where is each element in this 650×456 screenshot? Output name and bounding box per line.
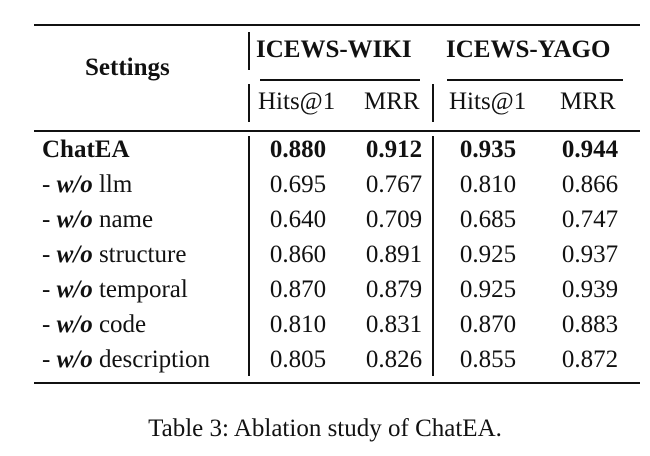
table-cell: 0.925 — [459, 241, 517, 268]
table-cell: 0.747 — [561, 206, 619, 233]
table-cell: 0.870 — [459, 311, 517, 338]
row-label-italic: w/o — [56, 171, 93, 198]
table-cell: 0.810 — [269, 311, 327, 338]
row-label-prefix: - — [42, 276, 57, 303]
row-label: - w/o code — [42, 310, 146, 340]
column-divider — [432, 84, 434, 122]
row-label: - w/o temporal — [42, 275, 188, 305]
table-cell: 0.939 — [561, 276, 619, 303]
table-cell: 0.826 — [365, 346, 423, 373]
row-label: - w/o llm — [42, 170, 132, 200]
table-cell: 0.695 — [269, 171, 327, 198]
row-label: - w/o name — [42, 205, 153, 235]
table-cell: 0.855 — [459, 346, 517, 373]
row-label-prefix: - — [42, 241, 57, 268]
table-cell: 0.872 — [561, 346, 619, 373]
table-cell: 0.831 — [365, 311, 423, 338]
table-cell: 0.880 — [269, 136, 327, 163]
group-header-yago: ICEWS-YAGO — [446, 36, 611, 63]
table-cell: 0.767 — [365, 171, 423, 198]
table-cell: 0.866 — [561, 171, 619, 198]
table-cell: 0.937 — [561, 241, 619, 268]
row-label-prefix: - — [42, 346, 57, 373]
subheader-wiki-hits1: Hits@1 — [258, 88, 336, 115]
bottom-rule — [34, 382, 640, 384]
table-cell: 0.879 — [365, 276, 423, 303]
table-cell: 0.944 — [561, 136, 619, 163]
table-cell: 0.805 — [269, 346, 327, 373]
header-rule — [34, 130, 640, 132]
row-label-text: structure — [92, 241, 187, 268]
table-cell: 0.860 — [269, 241, 327, 268]
row-label: - w/o description — [42, 345, 210, 375]
row-label-prefix: - — [42, 171, 57, 198]
row-label-text: temporal — [92, 276, 188, 303]
subheader-yago-mrr: MRR — [560, 88, 616, 115]
group-header-wiki: ICEWS-WIKI — [256, 36, 412, 63]
row-label-italic: w/o — [56, 241, 93, 268]
row-label-italic: w/o — [56, 346, 93, 373]
table-cell: 0.925 — [459, 276, 517, 303]
column-divider — [248, 32, 250, 70]
top-rule — [34, 24, 640, 26]
table-cell: 0.883 — [561, 311, 619, 338]
table-cell: 0.810 — [459, 171, 517, 198]
table-cell: 0.912 — [365, 136, 423, 163]
row-label-text: code — [92, 311, 147, 338]
row-label-text: ChatEA — [42, 136, 130, 163]
row-label: ChatEA — [42, 135, 130, 165]
row-label-text: llm — [92, 171, 133, 198]
table-cell: 0.891 — [365, 241, 423, 268]
subheader-yago-hits1: Hits@1 — [449, 88, 527, 115]
row-label: - w/o structure — [42, 240, 186, 270]
subheader-wiki-mrr: MRR — [364, 88, 420, 115]
row-label-text: name — [92, 206, 154, 233]
ablation-table: Settings ICEWS-WIKI ICEWS-YAGO Hits@1 MR… — [34, 24, 640, 384]
table-cell: 0.935 — [459, 136, 517, 163]
row-label-italic: w/o — [56, 206, 93, 233]
row-label-italic: w/o — [56, 276, 93, 303]
row-label-prefix: - — [42, 311, 57, 338]
table-cell: 0.870 — [269, 276, 327, 303]
row-label-italic: w/o — [56, 311, 93, 338]
table-cell: 0.709 — [365, 206, 423, 233]
wiki-group-rule — [260, 79, 420, 81]
settings-header: Settings — [85, 54, 170, 81]
column-divider — [248, 84, 250, 122]
row-label-prefix: - — [42, 206, 57, 233]
table-caption: Table 3: Ablation study of ChatEA. — [148, 415, 502, 442]
column-divider — [432, 136, 434, 376]
row-label-text: description — [92, 346, 211, 373]
yago-group-rule — [447, 79, 623, 81]
column-divider — [248, 136, 250, 376]
table-cell: 0.685 — [459, 206, 517, 233]
table-cell: 0.640 — [269, 206, 327, 233]
